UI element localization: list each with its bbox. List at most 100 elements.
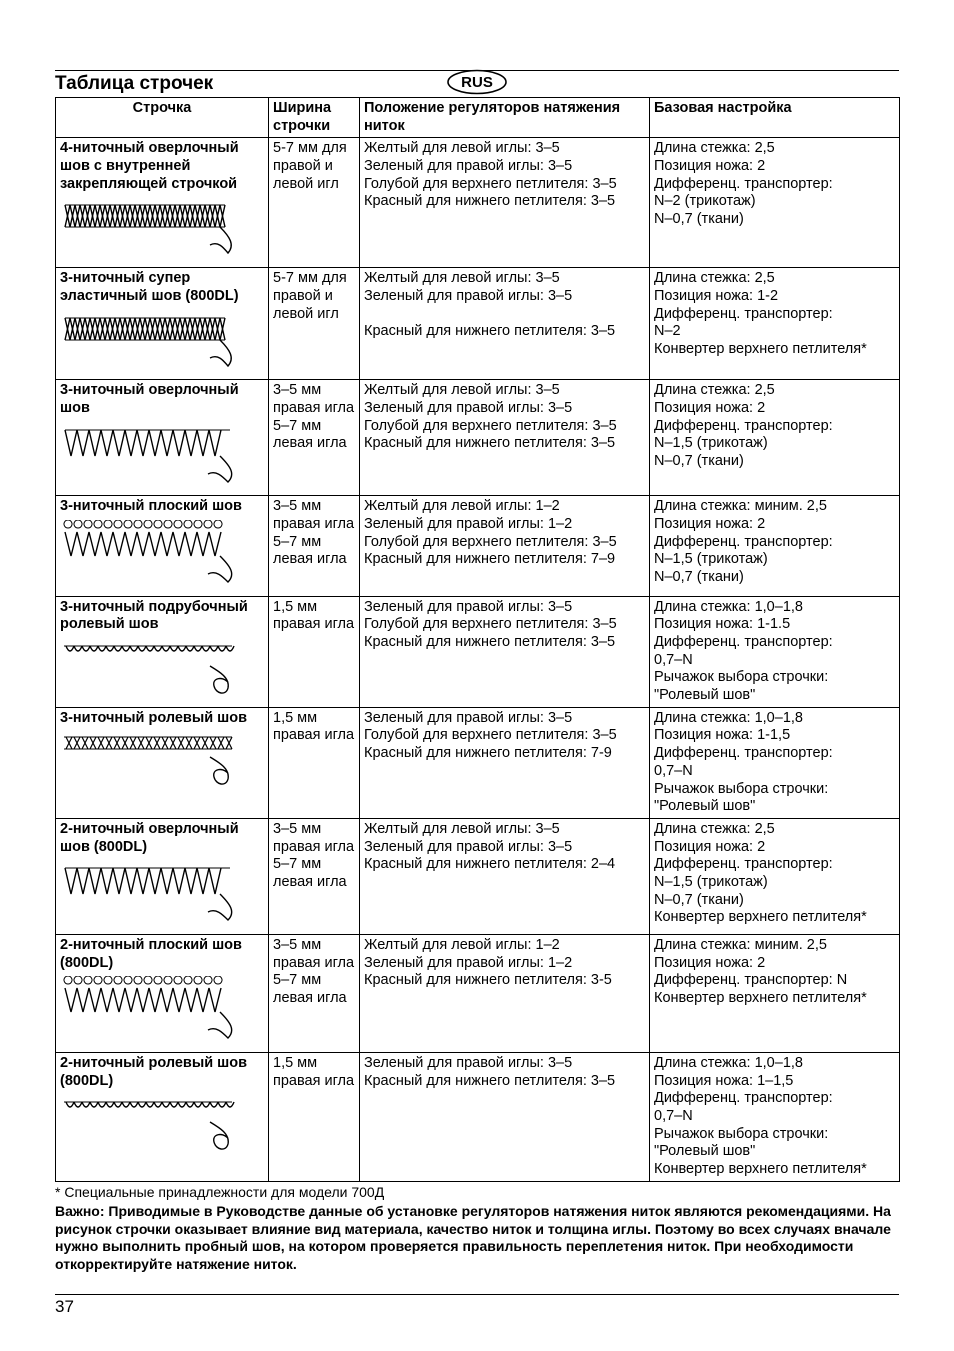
cell-stitch: 3-ниточный супер эластичный шов (800DL) <box>56 268 269 380</box>
tension-line: Голубой для верхнего петлителя: 3–5 <box>364 727 645 745</box>
cell-tension: Желтый для левой иглы: 3–5Зеленый для пр… <box>360 268 650 380</box>
stitch-name: 2-ниточный плоский шов (800DL) <box>60 937 264 972</box>
page-title: Таблица строчек <box>55 73 213 97</box>
table-row: 2-ниточный оверлочный шов (800DL)3–5 мм … <box>56 818 900 934</box>
cell-base: Длина стежка: 2,5Позиция ножа: 2Дифферен… <box>650 138 900 268</box>
tension-line: Желтый для левой иглы: 3–5 <box>364 140 645 158</box>
cell-stitch: 3-ниточный оверлочный шов <box>56 380 269 496</box>
tension-line: Желтый для левой иглы: 1–2 <box>364 498 645 516</box>
cell-width: 3–5 мм правая игла5–7 мм левая игла <box>269 380 360 496</box>
base-line: N–1,5 (трикотаж) <box>654 551 895 569</box>
tension-line <box>364 306 645 324</box>
base-line: Дифференц. транспортер: <box>654 306 895 324</box>
tension-line: Зеленый для правой иглы: 3–5 <box>364 400 645 418</box>
width-line: 5-7 мм для правой и левой игл <box>273 140 355 193</box>
tension-line: Красный для нижнего петлителя: 3–5 <box>364 193 645 211</box>
base-line: Длина стежка: 1,0–1,8 <box>654 1055 895 1073</box>
base-line: Позиция ножа: 2 <box>654 955 895 973</box>
base-line: N–0,7 (ткани) <box>654 211 895 229</box>
base-line: Дифференц. транспортер: <box>654 1090 895 1108</box>
stitch-diagram-icon <box>60 422 250 488</box>
cell-width: 3–5 мм правая игла5–7 мм левая игла <box>269 934 360 1052</box>
stitch-diagram-icon <box>60 731 250 787</box>
base-line: 0,7–N <box>654 1108 895 1126</box>
stitch-diagram-icon <box>60 197 250 259</box>
stitch-name: 3-ниточный ролевый шов <box>60 710 264 728</box>
stitch-diagram-icon <box>60 860 250 926</box>
base-line: Рычажок выбора строчки: "Ролевый шов" <box>654 1126 895 1161</box>
width-line: 5–7 мм левая игла <box>273 534 355 569</box>
cell-stitch: 3-ниточный плоский шов <box>56 496 269 596</box>
cell-base: Длина стежка: 1,0–1,8Позиция ножа: 1–1,5… <box>650 1053 900 1182</box>
tension-line: Желтый для левой иглы: 3–5 <box>364 821 645 839</box>
stitch-name: 3-ниточный оверлочный шов <box>60 382 264 417</box>
base-line: Позиция ножа: 2 <box>654 400 895 418</box>
cell-stitch: 2-ниточный оверлочный шов (800DL) <box>56 818 269 934</box>
cell-width: 3–5 мм правая игла5–7 мм левая игла <box>269 496 360 596</box>
base-line: N–0,7 (ткани) <box>654 892 895 910</box>
stitch-name: 3-ниточный подрубочный ролевый шов <box>60 599 264 634</box>
base-line: Дифференц. транспортер: <box>654 745 895 763</box>
width-line: 1,5 мм правая игла <box>273 599 355 634</box>
cell-width: 5-7 мм для правой и левой игл <box>269 138 360 268</box>
width-line: 5–7 мм левая игла <box>273 856 355 891</box>
bottom-rule <box>55 1294 899 1295</box>
tension-line: Красный для нижнего петлителя: 7–9 <box>364 551 645 569</box>
stitch-table: Строчка Ширина строчки Положение регулят… <box>55 97 900 1182</box>
base-line: Дифференц. транспортер: N <box>654 972 895 990</box>
stitch-diagram-icon <box>60 310 250 372</box>
base-line: Дифференц. транспортер: <box>654 634 895 652</box>
table-row: 3-ниточный супер эластичный шов (800DL) 5… <box>56 268 900 380</box>
page-number: 37 <box>55 1297 899 1317</box>
stitch-name: 2-ниточный ролевый шов (800DL) <box>60 1055 264 1090</box>
base-line: Длина стежка: 2,5 <box>654 382 895 400</box>
table-row: 3-ниточный ролевый шов1,5 мм правая игла… <box>56 707 900 818</box>
tension-line: Голубой для верхнего петлителя: 3–5 <box>364 176 645 194</box>
width-line: 5-7 мм для правой и левой игл <box>273 270 355 323</box>
header-tension: Положение регуляторов натяжения ниток <box>360 98 650 138</box>
cell-width: 1,5 мм правая игла <box>269 596 360 707</box>
tension-line: Зеленый для правой иглы: 3–5 <box>364 599 645 617</box>
cell-base: Длина стежка: 1,0–1,8Позиция ножа: 1-1,5… <box>650 707 900 818</box>
table-row: 2-ниточный плоский шов (800DL)3–5 мм пра… <box>56 934 900 1052</box>
base-line: Дифференц. транспортер: <box>654 418 895 436</box>
tension-line: Зеленый для правой иглы: 3–5 <box>364 839 645 857</box>
page-footer: 37 <box>55 1294 899 1317</box>
table-row: 3-ниточный подрубочный ролевый шов 1,5 мм… <box>56 596 900 707</box>
cell-base: Длина стежка: 2,5Позиция ножа: 2Дифферен… <box>650 818 900 934</box>
base-line: Длина стежка: 1,0–1,8 <box>654 710 895 728</box>
stitch-diagram-icon <box>60 520 250 588</box>
tension-line: Красный для нижнего петлителя: 7-9 <box>364 745 645 763</box>
tension-line: Зеленый для правой иглы: 3–5 <box>364 288 645 306</box>
base-line: 0,7–N <box>654 763 895 781</box>
cell-base: Длина стежка: миним. 2,5Позиция ножа: 2Д… <box>650 934 900 1052</box>
tension-line: Красный для нижнего петлителя: 3–5 <box>364 634 645 652</box>
base-line: Длина стежка: 2,5 <box>654 821 895 839</box>
base-line: Длина стежка: 2,5 <box>654 270 895 288</box>
header-width: Ширина строчки <box>269 98 360 138</box>
base-line: Длина стежка: миним. 2,5 <box>654 498 895 516</box>
stitch-name: 3-ниточный плоский шов <box>60 498 264 516</box>
table-row: 4-ниточный оверлочный шов с внутренней з… <box>56 138 900 268</box>
width-line: 1,5 мм правая игла <box>273 1055 355 1090</box>
base-line: Позиция ножа: 1-1,5 <box>654 727 895 745</box>
tension-line: Голубой для верхнего петлителя: 3–5 <box>364 534 645 552</box>
width-line: 3–5 мм правая игла <box>273 821 355 856</box>
tension-line: Желтый для левой иглы: 1–2 <box>364 937 645 955</box>
width-line: 5–7 мм левая игла <box>273 972 355 1007</box>
cell-tension: Желтый для левой иглы: 3–5Зеленый для пр… <box>360 138 650 268</box>
base-line: Конвертер верхнего петлителя* <box>654 990 895 1008</box>
width-line: 3–5 мм правая игла <box>273 937 355 972</box>
cell-stitch: 4-ниточный оверлочный шов с внутренней з… <box>56 138 269 268</box>
stitch-name: 3-ниточный супер эластичный шов (800DL) <box>60 270 264 305</box>
header-base: Базовая настройка <box>650 98 900 138</box>
base-line: N–1,5 (трикотаж) <box>654 874 895 892</box>
stitch-diagram-icon <box>60 976 250 1044</box>
tension-line: Красный для нижнего петлителя: 3–5 <box>364 1073 645 1091</box>
base-line: Дифференц. транспортер: <box>654 176 895 194</box>
language-badge: RUS <box>446 69 508 95</box>
base-line: Длина стежка: 1,0–1,8 <box>654 599 895 617</box>
tension-line: Желтый для левой иглы: 3–5 <box>364 382 645 400</box>
cell-width: 3–5 мм правая игла5–7 мм левая игла <box>269 818 360 934</box>
base-line: N–0,7 (ткани) <box>654 569 895 587</box>
